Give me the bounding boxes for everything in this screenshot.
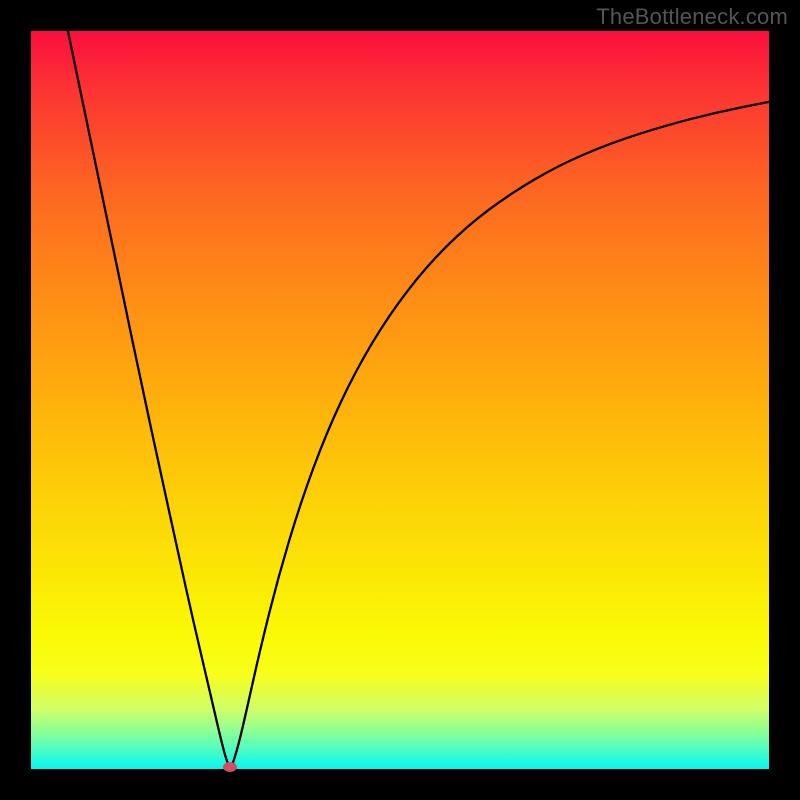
chart-frame: TheBottleneck.com	[0, 0, 800, 800]
bottleneck-curve	[31, 31, 769, 769]
optimum-marker	[223, 762, 237, 772]
watermark-text: TheBottleneck.com	[596, 4, 788, 30]
plot-area	[31, 31, 769, 769]
